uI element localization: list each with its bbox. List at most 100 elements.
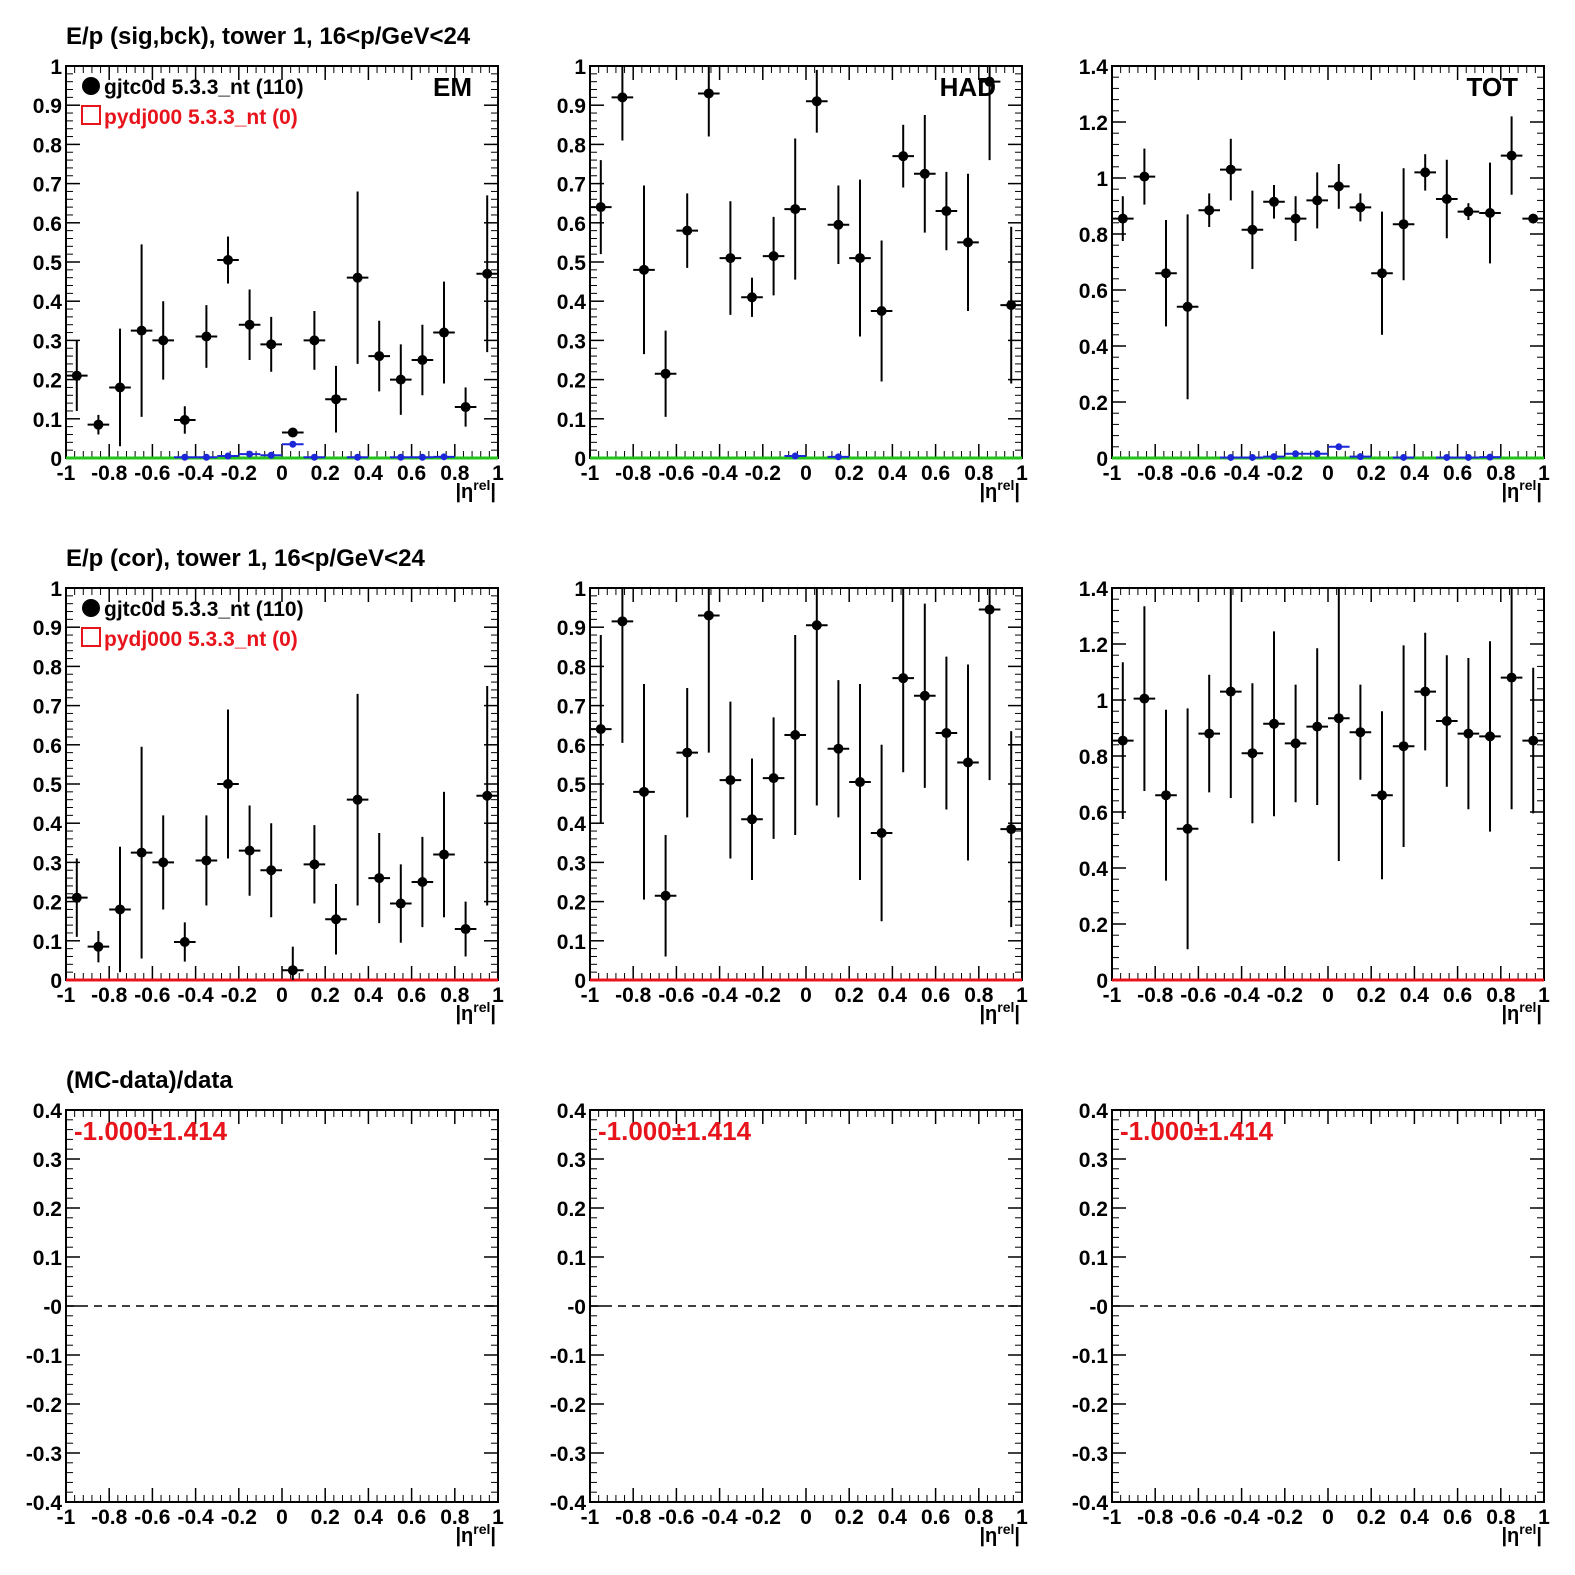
x-tick-label: 0.6 [921,462,950,485]
x-tick-label: 0.6 [921,984,950,1007]
x-tick-label: -0.2 [221,462,257,485]
legend-mc-marker [81,627,101,647]
y-tick-label: 0.9 [557,95,586,118]
panel-row3-HAD: -0.4 -0.3 -0.2 -0.1 -0 0.1 0.2 0.3 0.4 -1 -0.8 -0.6… [550,1100,1028,1547]
ratio-annotation: -1.000±1.414 [74,1116,228,1146]
x-tick-label: -0.6 [1180,462,1216,485]
bck-point [1270,453,1278,461]
data-point [460,402,471,413]
data-point [244,845,255,856]
data-point [1269,196,1279,207]
data-point [963,237,973,248]
y-tick-label: 0.7 [33,174,62,197]
data-point [1441,716,1452,726]
x-tick-label: -0.8 [1137,984,1174,1007]
x-tick-label: -1 [581,1506,600,1529]
x-tick-label: -0.8 [91,462,128,485]
x-tick-label: 0.4 [354,1506,384,1529]
data-point [115,382,125,393]
data-point [1182,823,1193,834]
data-point [417,355,428,365]
y-tick-label: 0.8 [33,134,63,157]
data-point [855,777,865,788]
data-point [266,865,277,876]
data-point [1139,693,1150,704]
data-point [1333,713,1344,724]
y-tick-label: 0.2 [557,1198,586,1221]
panel-row2-HAD: 00.10.20.30.40.50.60.70.80.91-1 -0.8 -0.6-… [557,578,1028,1025]
x-tick-label: 0.4 [354,462,384,485]
x-tick-label: -0.2 [1267,462,1303,485]
x-tick-label: 1 [492,462,504,485]
data-point [201,855,212,866]
y-tick-label: 0.5 [33,774,63,797]
panel-label: EM [433,72,472,102]
x-tick-label: 1 [492,984,504,1007]
data-point [1333,181,1344,192]
y-tick-label: 1.4 [1079,578,1109,601]
data-point [790,730,801,740]
x-tick-label: 0 [276,462,288,485]
y-tick-label: 0.5 [557,774,587,797]
bck-point [310,453,318,461]
x-tick-label: -0.6 [134,462,170,485]
y-tick-label: 0.6 [33,735,62,758]
x-tick-label: -0.2 [221,984,257,1007]
y-tick-label: -0.2 [550,1394,586,1417]
data-point [136,325,147,336]
y-tick-label: 0.3 [33,1149,62,1172]
data-point [1006,824,1017,835]
data-point [1290,738,1301,749]
bck-point [1292,450,1300,458]
data-point [1420,167,1431,178]
y-tick-label: 1 [574,56,586,79]
data-point [768,251,779,262]
x-tick-label: -0.6 [134,1506,170,1529]
data-point [984,604,995,615]
data-point [703,88,714,99]
y-tick-label: 0.8 [1079,224,1109,247]
x-tick-label: 1 [1538,984,1550,1007]
y-tick-label: 0.6 [33,213,62,236]
y-tick-label: 0 [574,448,586,471]
bck-point [440,453,448,461]
data-point [71,370,82,381]
data-point [1182,301,1193,312]
y-tick-label: 0.2 [1079,914,1108,937]
x-tick-label: 0.8 [1486,462,1516,485]
data-point [158,335,169,346]
x-tick-label: -1 [581,984,600,1007]
bck-point [246,450,254,458]
x-tick-label: 0.8 [964,984,994,1007]
y-tick-label: 0.1 [557,409,587,432]
y-tick-label: 1.2 [1079,634,1108,657]
x-tick-label: 0 [800,984,812,1007]
x-tick-label: 0 [1322,1506,1334,1529]
x-tick-label: 0.6 [1443,984,1472,1007]
x-tick-label: -0.8 [615,462,652,485]
data-point [179,936,190,947]
data-point [1247,748,1258,759]
data-point [1528,735,1539,746]
x-tick-label: -0.4 [1224,462,1261,485]
bck-point [1400,453,1408,461]
y-tick-label: 0.2 [33,370,62,393]
data-point [1506,672,1517,683]
data-point [595,724,606,735]
data-point [919,168,930,179]
y-tick-label: 0 [1096,448,1108,471]
y-tick-label: 0.7 [557,174,586,197]
y-tick-label: 0.3 [557,1149,586,1172]
x-axis-label: |ηrel| [979,999,1020,1025]
y-tick-label: 0 [1096,970,1108,993]
row-title-1: E/p (sig,bck), tower 1, 16<p/GeV<24 [66,23,471,50]
x-tick-label: -0.8 [91,1506,128,1529]
bck-point [267,451,275,459]
x-tick-label: 0.6 [397,462,426,485]
x-tick-label: -1 [581,462,600,485]
y-tick-label: -0 [1089,1296,1108,1319]
y-tick-label: 0.3 [33,852,62,875]
x-tick-label: 1 [1538,462,1550,485]
y-tick-label: 0.8 [557,134,587,157]
x-tick-label: 0 [800,1506,812,1529]
